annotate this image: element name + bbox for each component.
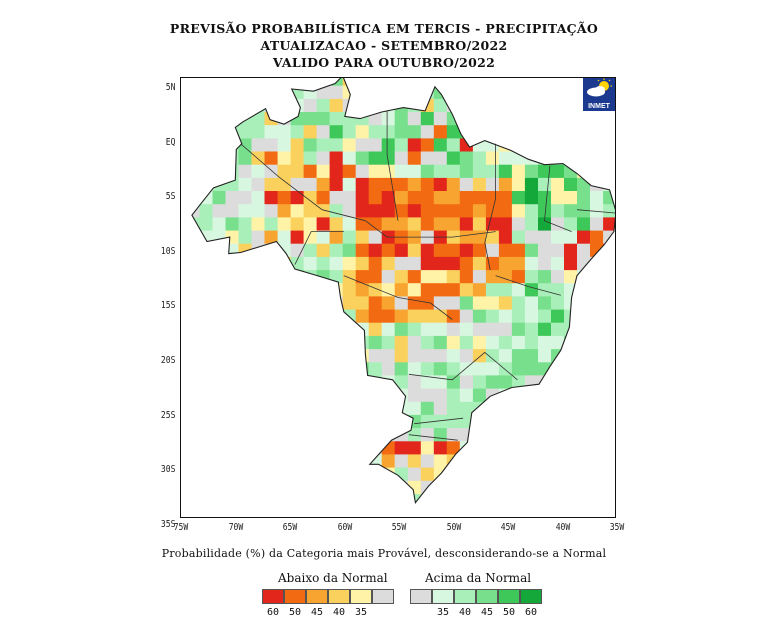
state-border bbox=[365, 220, 496, 238]
legend-below-swatch bbox=[284, 589, 306, 604]
lat-tick-label: 30S bbox=[160, 464, 176, 476]
lat-tick-label: EQ bbox=[165, 136, 176, 148]
brazil-map bbox=[191, 78, 615, 505]
legend-below-label: 40 bbox=[332, 607, 346, 618]
legend-above-swatch bbox=[476, 589, 498, 604]
state-border bbox=[294, 231, 344, 265]
legend-below-swatch bbox=[350, 589, 372, 604]
legend-above-label: 45 bbox=[480, 607, 494, 618]
lon-tick-label: 50W bbox=[446, 522, 461, 533]
legend-above-label: 50 bbox=[502, 607, 516, 618]
legend-above-swatch bbox=[432, 589, 454, 604]
lat-tick-label: 10S bbox=[160, 245, 176, 257]
lat-tick-label: 5N bbox=[165, 82, 176, 93]
legend-above-swatch bbox=[520, 589, 542, 604]
state-border bbox=[484, 143, 496, 271]
country-outline bbox=[191, 78, 615, 505]
state-border bbox=[386, 110, 399, 221]
lon-tick-label: 35W bbox=[609, 522, 625, 533]
lat-tick-label: 15S bbox=[160, 300, 176, 312]
legend-above-swatch bbox=[498, 589, 520, 604]
state-border bbox=[414, 417, 464, 425]
state-border bbox=[408, 351, 518, 381]
lon-tick-label: 40W bbox=[555, 522, 570, 533]
state-border bbox=[408, 434, 458, 441]
lon-tick-label: 75W bbox=[173, 522, 189, 533]
legend-below-label: 50 bbox=[288, 607, 302, 618]
probability-caption: Probabilidade (%) da Categoria mais Prov… bbox=[161, 547, 607, 560]
sun-cloud-icon bbox=[587, 78, 612, 97]
lat-tick-label: 20S bbox=[160, 355, 176, 366]
lat-tick-label: 25S bbox=[160, 409, 176, 421]
validity-subtitle: VALIDO PARA OUTUBRO/2022 bbox=[272, 55, 496, 70]
legend-title-above: Acima da Normal bbox=[425, 571, 532, 585]
state-border bbox=[343, 275, 453, 320]
lon-tick-label: 45W bbox=[500, 522, 516, 533]
legend-above-label: 40 bbox=[458, 607, 472, 618]
lat-tick-label: 35S bbox=[160, 518, 176, 530]
legend-below-label: 60 bbox=[266, 607, 280, 618]
update-subtitle: ATUALIZACAO - SETEMBRO/2022 bbox=[260, 38, 508, 53]
state-border bbox=[576, 209, 615, 214]
legend-below-label: 45 bbox=[310, 607, 324, 618]
logo-text: INMET bbox=[588, 103, 610, 110]
legend-below-label: 35 bbox=[354, 607, 368, 618]
lon-tick-label: 60W bbox=[337, 522, 352, 533]
state-border bbox=[544, 165, 572, 232]
probability-grid bbox=[191, 78, 615, 503]
inmet-logo: INMET bbox=[583, 78, 615, 111]
legend-above-label: 60 bbox=[524, 607, 538, 618]
lon-tick-label: 65W bbox=[282, 522, 298, 533]
state-border bbox=[240, 143, 366, 222]
lon-tick-label: 55W bbox=[391, 522, 407, 533]
legend-title-below: Abaixo da Normal bbox=[278, 571, 388, 585]
legend-below-swatch bbox=[328, 589, 350, 604]
legend-below-swatch bbox=[306, 589, 328, 604]
map-frame bbox=[180, 77, 616, 518]
legend-above-swatch bbox=[454, 589, 476, 604]
state-border bbox=[495, 275, 561, 296]
lat-tick-label: 5S bbox=[165, 191, 176, 203]
lon-tick-label: 70W bbox=[228, 522, 243, 533]
legend-above-label: 35 bbox=[436, 607, 450, 618]
legend-neutral-swatch bbox=[410, 589, 432, 604]
legend-neutral-swatch bbox=[372, 589, 394, 604]
map-title: PREVISÃO PROBABILÍSTICA EM TERCIS - PREC… bbox=[169, 21, 599, 36]
legend-below-swatch bbox=[262, 589, 284, 604]
